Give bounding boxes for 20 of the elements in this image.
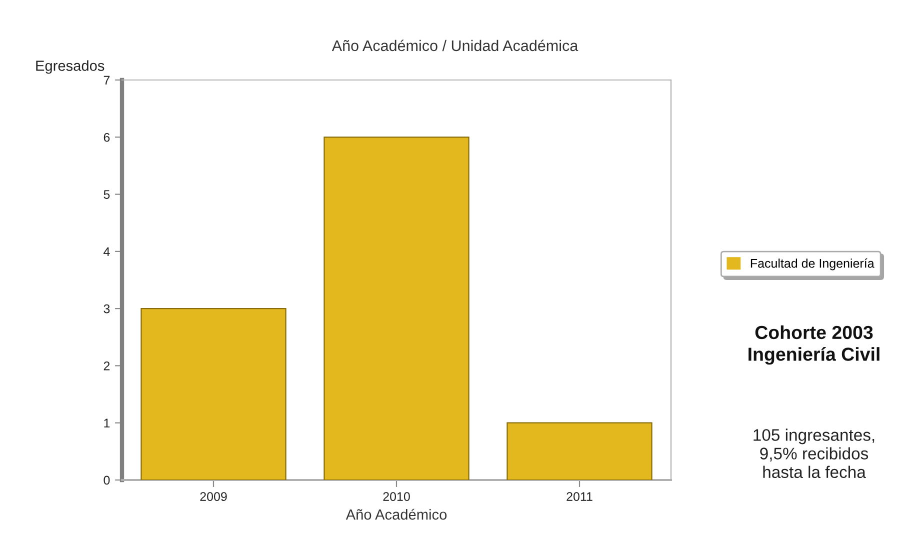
y-tick-label: 5 (104, 190, 110, 199)
bar (140, 308, 286, 480)
y-tick-label: 6 (104, 132, 110, 142)
x-tick-label: 2011 (566, 492, 592, 501)
y-axis-title: Egresados (36, 60, 104, 74)
y-tick-label: 2 (104, 362, 110, 370)
text: Cohorte 2003 Ingeniería Civil (748, 325, 880, 365)
text: 105 ingresantes, 9,5% recibidos hasta la fecha (754, 428, 874, 478)
legend-label: Facultad de Ingeniería (750, 258, 874, 270)
bar (506, 422, 652, 480)
y-tick-label: 0 (104, 476, 110, 485)
x-tick-label: 2010 (383, 492, 410, 501)
bar (324, 136, 470, 480)
y-tick-label: 4 (104, 247, 110, 256)
y-tick-label: 1 (104, 418, 110, 428)
chart-title: Año Académico / Unidad Académica (332, 40, 578, 52)
x-tick-label: 2009 (200, 492, 227, 501)
y-tick-label: 3 (104, 304, 110, 314)
x-axis-title: Año Académico (346, 508, 447, 520)
y-tick-label: 7 (104, 76, 110, 85)
